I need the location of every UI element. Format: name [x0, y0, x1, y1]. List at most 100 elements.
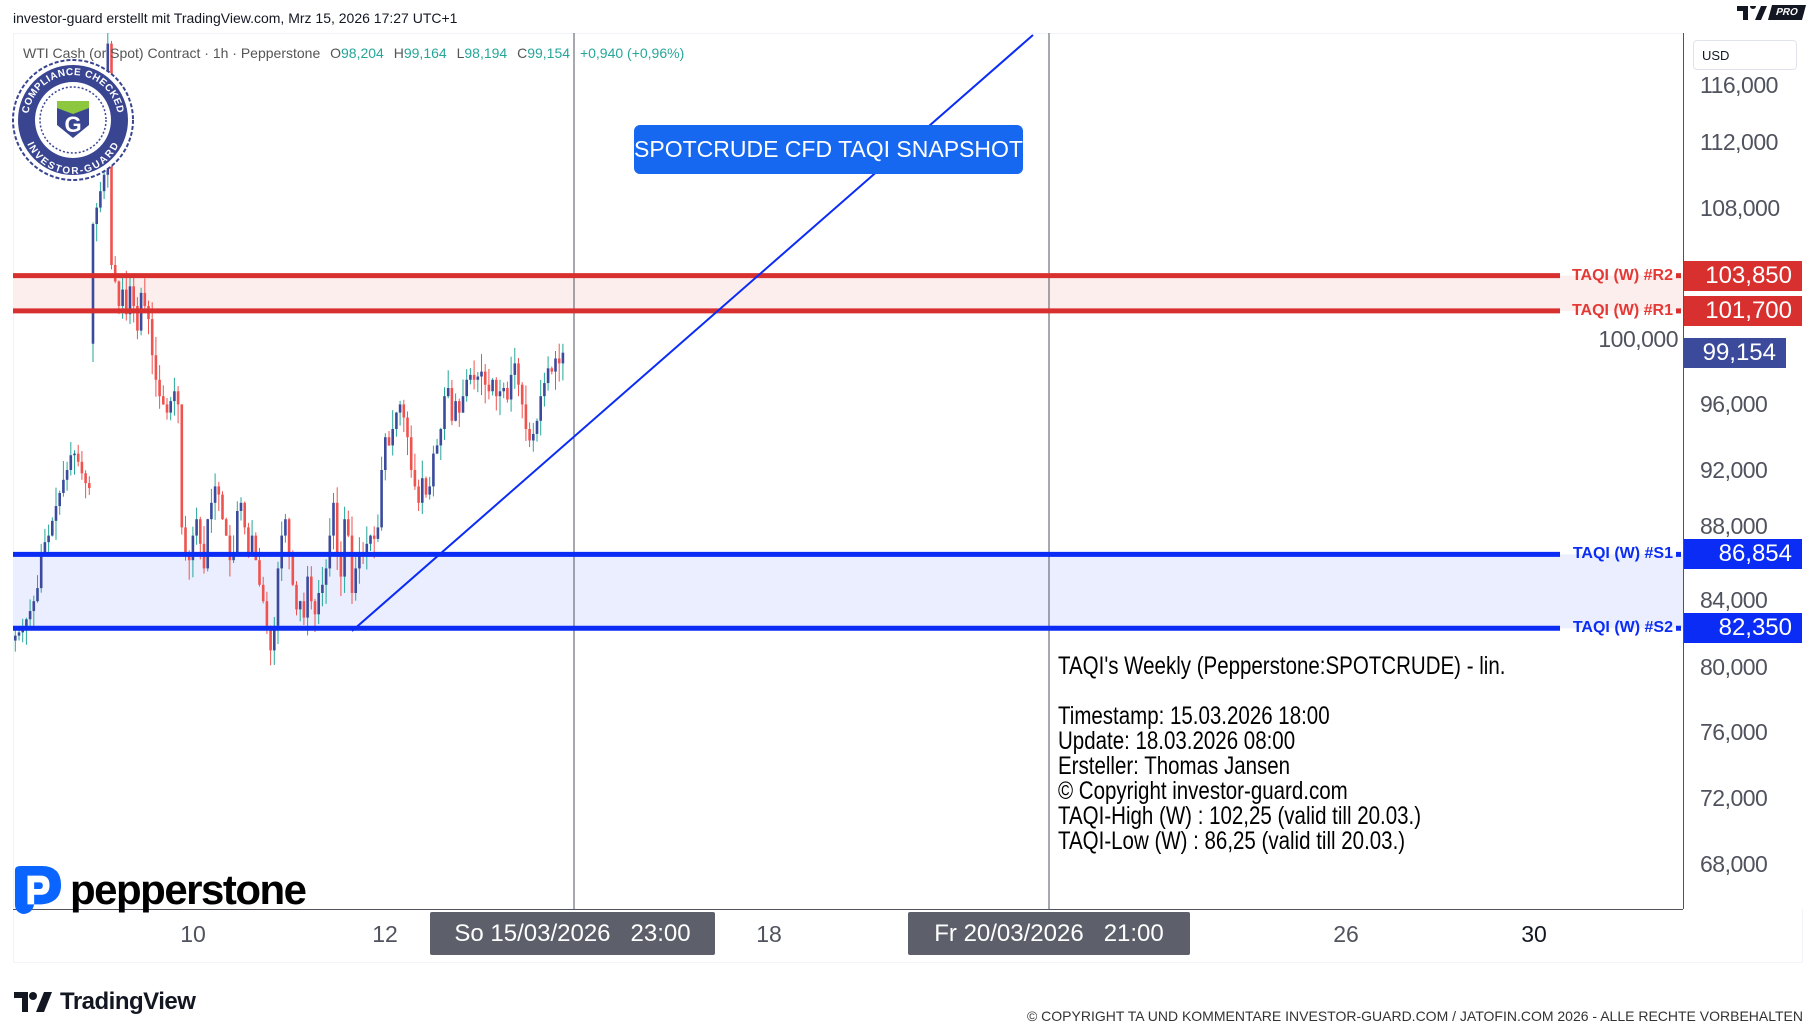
candle-body [258, 560, 261, 585]
candle-body [502, 388, 505, 392]
candle-body [73, 453, 76, 456]
price-tick: 100,000 [1598, 325, 1678, 352]
candle [210, 488, 213, 533]
candle-body [561, 352, 565, 364]
candle-body [557, 358, 561, 364]
snapshot-annotation[interactable]: SPOTCRUDE CFD TAQI SNAPSHOT [634, 125, 1023, 174]
info-text-block: TAQI's Weekly (Pepperstone:SPOTCRUDE) - … [1058, 654, 1505, 854]
candle-body [39, 553, 43, 589]
price-tick: 88,000 [1700, 512, 1768, 539]
candle [506, 381, 509, 403]
price-tick: 68,000 [1700, 850, 1768, 877]
candle [432, 445, 435, 497]
candle-body [199, 519, 202, 544]
candle-body [213, 486, 217, 503]
time-axis[interactable] [13, 909, 1683, 964]
candle [517, 357, 520, 397]
candle-body [476, 376, 480, 380]
candle [91, 222, 95, 362]
candle [62, 461, 65, 497]
candle-body [247, 527, 250, 552]
candle [532, 422, 535, 452]
candle [384, 433, 387, 481]
candle-body [354, 568, 357, 593]
price-tick: 80,000 [1700, 653, 1768, 680]
candle-body [291, 552, 295, 585]
candle-body [128, 286, 132, 315]
candle-body [250, 535, 254, 552]
candle [476, 371, 480, 393]
level-label: TAQI (W) #S1 [1572, 545, 1673, 563]
candle [84, 470, 87, 499]
candle [284, 513, 287, 543]
price-axis[interactable] [1683, 33, 1804, 909]
candle [58, 490, 61, 515]
candle [88, 476, 91, 495]
candle-body [99, 191, 102, 208]
open-label: O [330, 45, 342, 61]
candle-body [76, 453, 80, 462]
candle-body [491, 379, 494, 392]
candle-body [409, 437, 413, 470]
candle-body [169, 401, 172, 413]
candle-body [180, 404, 184, 528]
candle-body [332, 502, 335, 536]
candle-body [458, 401, 461, 413]
candle-body [421, 478, 424, 503]
candle [417, 479, 420, 512]
candle-body [273, 625, 276, 651]
candle-body [276, 568, 280, 626]
candle [343, 506, 346, 593]
candle [273, 616, 276, 665]
price-tick: 108,000 [1700, 194, 1780, 221]
candle-body [369, 535, 372, 544]
candle [195, 507, 198, 545]
level-price-badge: 101,700 [1684, 295, 1802, 326]
candle [158, 365, 161, 409]
candle [539, 379, 542, 436]
candle [295, 581, 298, 616]
candle [502, 382, 505, 399]
info-taqi-low: TAQI-Low (W) : 86,25 (valid till 20.03.) [1058, 827, 1406, 855]
candle [324, 559, 328, 604]
candle [513, 347, 517, 389]
info-timestamp: Timestamp: 15.03.2026 18:00 [1058, 702, 1330, 730]
level-label: TAQI (W) #S2 [1572, 619, 1673, 637]
open-value: 98,204 [341, 45, 384, 61]
candle-body [506, 388, 509, 400]
candle-body [224, 519, 228, 536]
candle [491, 378, 494, 396]
level-price-badge: 82,350 [1684, 613, 1802, 644]
currency-selector[interactable]: USD [1693, 40, 1797, 70]
pepperstone-logo: pepperstone [12, 866, 307, 914]
candle [243, 501, 246, 535]
symbol-name[interactable]: WTI Cash (or Spot) Contract · 1h · Peppe… [23, 45, 321, 61]
candle-body [25, 619, 28, 628]
candle-body [406, 417, 409, 438]
candle [206, 518, 209, 572]
candle-body [36, 588, 39, 602]
candle-body [162, 396, 165, 405]
candle-body [313, 601, 317, 615]
candle [391, 410, 394, 456]
chart-header-title: investor-guard erstellt mit TradingView.… [13, 10, 458, 26]
candle [509, 356, 513, 412]
candle-body [191, 535, 195, 561]
resistance-zone [13, 275, 1683, 311]
candle [339, 541, 343, 597]
candle [136, 297, 139, 340]
candle-body [539, 396, 542, 421]
candle [450, 380, 454, 426]
high-label: H [393, 45, 404, 61]
candle-body [295, 584, 298, 610]
candle-body [335, 502, 339, 552]
candle-body [446, 388, 450, 397]
candle-body [80, 461, 84, 474]
candle [54, 487, 58, 540]
candle [202, 526, 206, 574]
time-tick: 18 [756, 921, 782, 947]
candle-body [195, 519, 198, 536]
candle [365, 526, 369, 570]
candle-body [239, 502, 243, 511]
candle [298, 600, 302, 622]
